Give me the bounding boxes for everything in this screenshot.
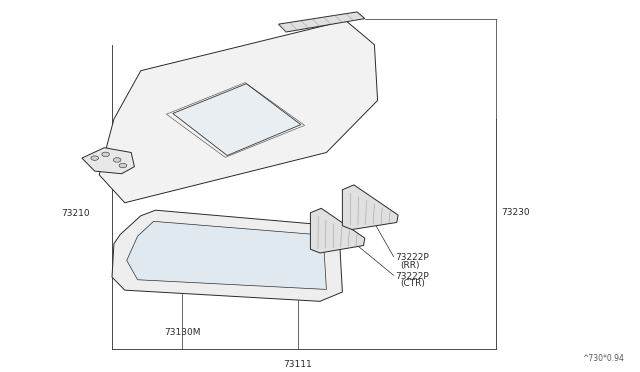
Text: 73222P: 73222P [396, 272, 429, 280]
Text: ^730*0.94: ^730*0.94 [582, 354, 624, 363]
Circle shape [91, 156, 99, 160]
Text: 73130M: 73130M [164, 328, 201, 337]
Polygon shape [82, 148, 134, 174]
Text: 73222P: 73222P [396, 253, 429, 262]
Polygon shape [112, 210, 342, 301]
Polygon shape [342, 185, 398, 230]
Text: 73210: 73210 [61, 209, 90, 218]
Text: (RR): (RR) [400, 261, 419, 270]
Polygon shape [127, 221, 326, 289]
Circle shape [119, 163, 127, 168]
Circle shape [102, 152, 109, 157]
Text: 73230: 73230 [501, 208, 530, 217]
Polygon shape [310, 208, 365, 253]
Polygon shape [278, 12, 365, 32]
Text: 73111: 73111 [284, 360, 312, 369]
Polygon shape [173, 84, 301, 155]
Polygon shape [99, 20, 378, 203]
Text: (CTR): (CTR) [400, 279, 425, 288]
Circle shape [113, 158, 121, 162]
